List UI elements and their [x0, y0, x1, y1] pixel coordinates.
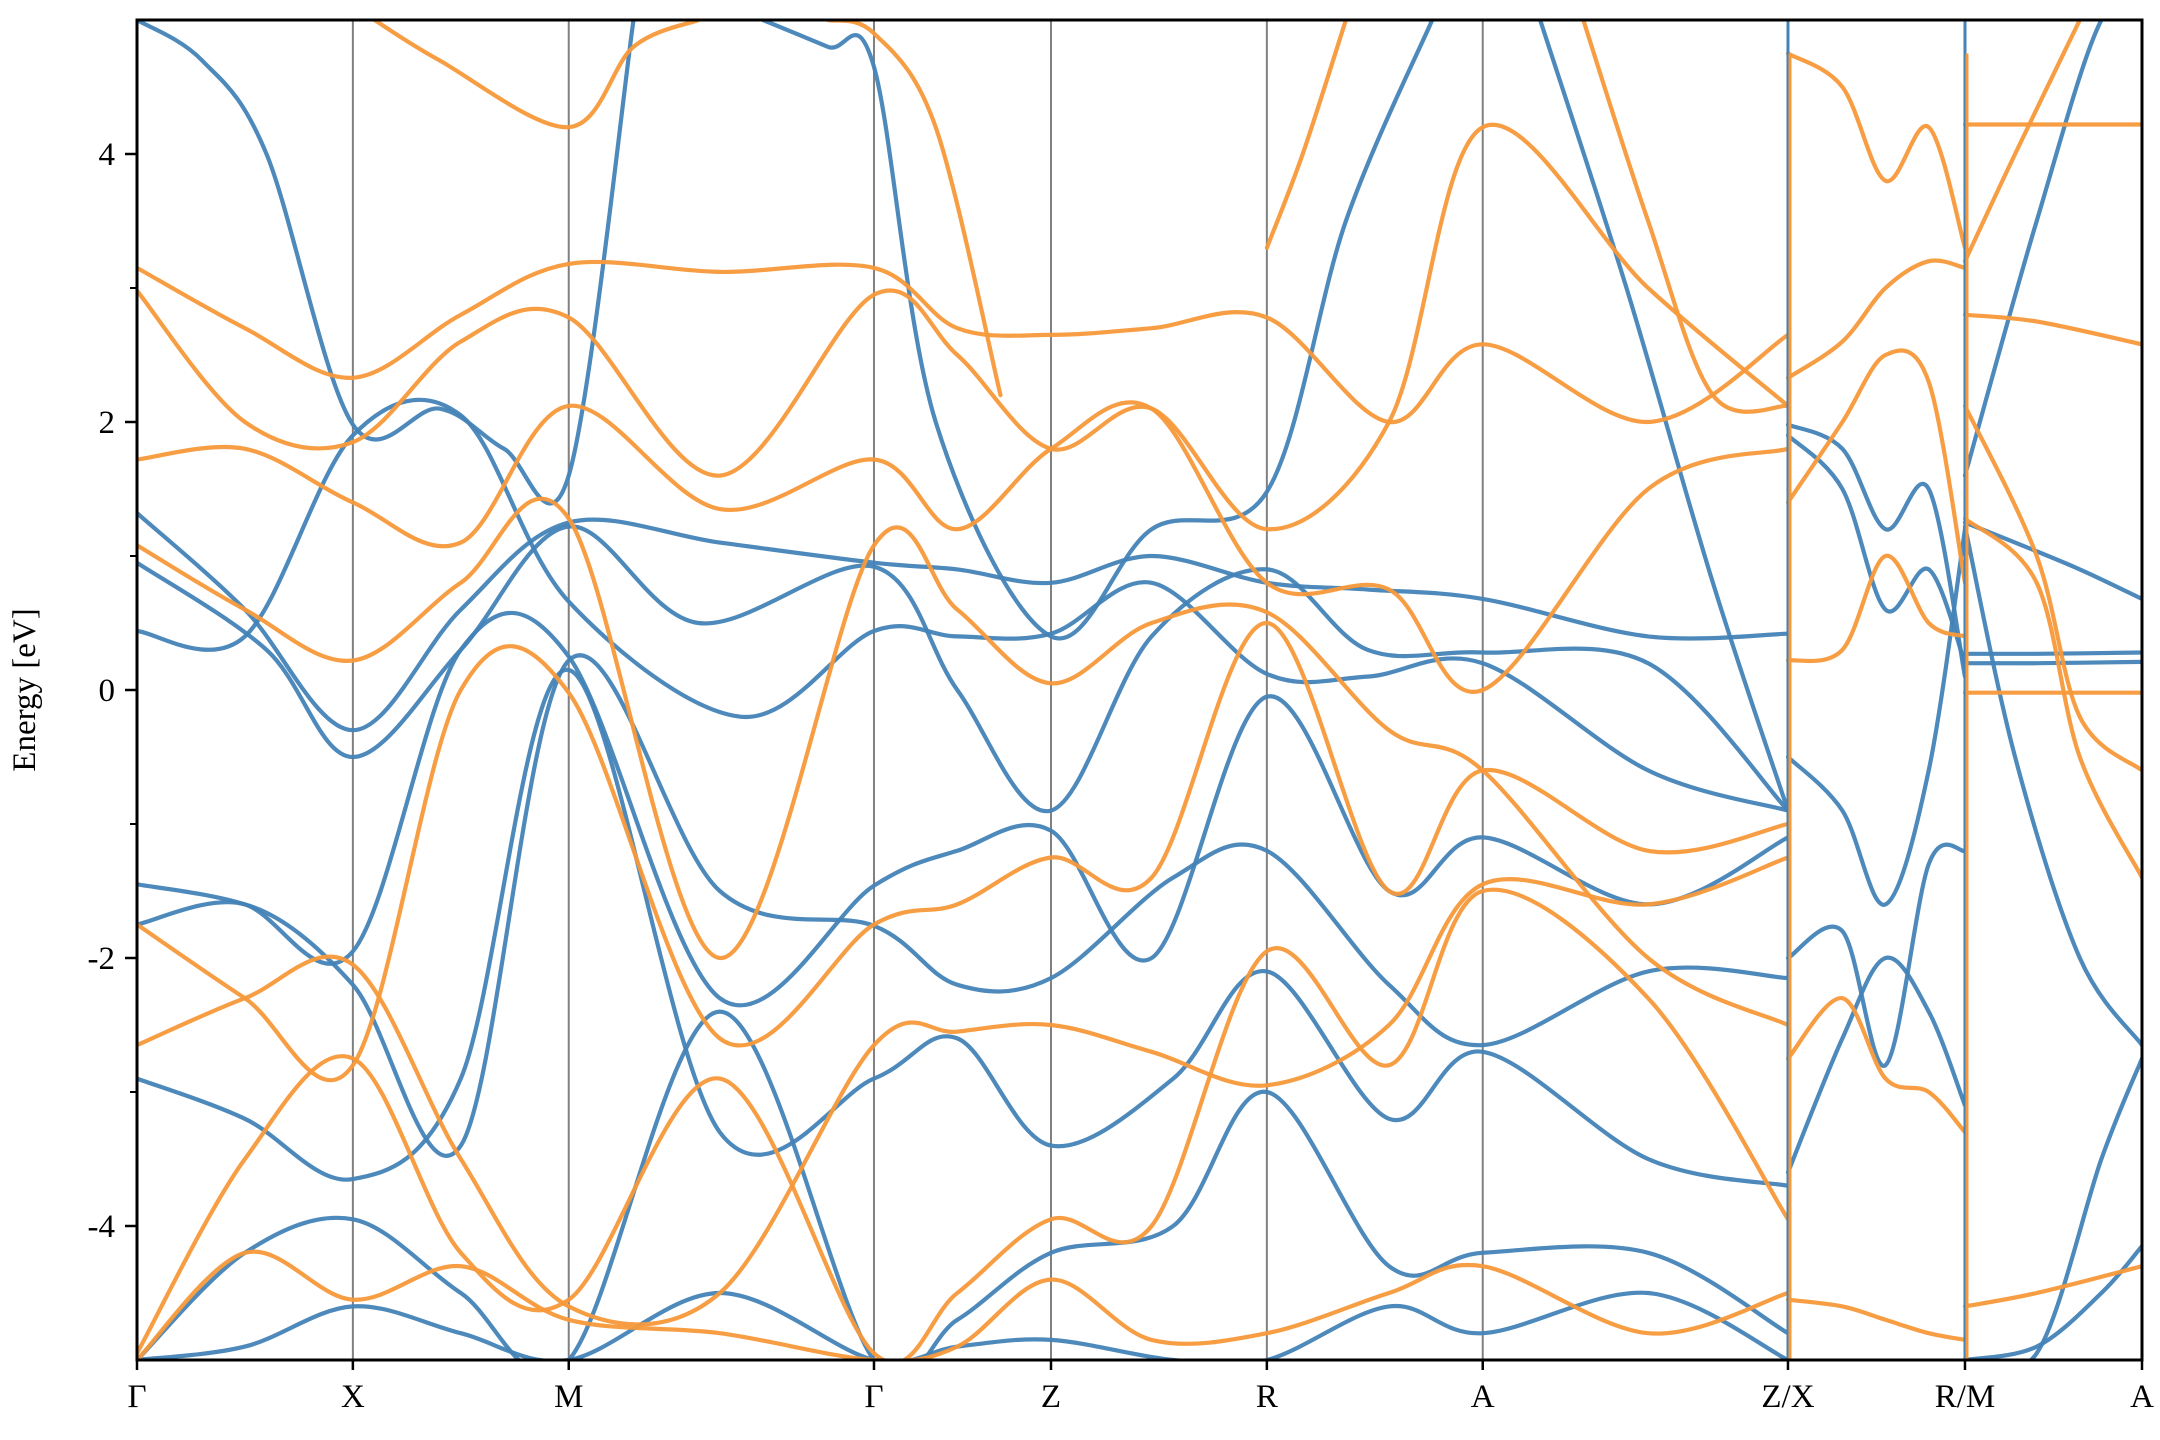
band-line: [1785, 348, 1968, 585]
band-line: [137, 20, 636, 506]
bands: [137, 20, 2142, 1360]
band-line: [1962, 516, 2142, 880]
band-line: [137, 653, 1791, 1158]
y-tick-label: -2: [88, 941, 116, 977]
x-tick-label: Z/X: [1761, 1379, 1814, 1415]
band-line: [1785, 433, 1968, 666]
path-breaks: [1786, 20, 1969, 1360]
band-line: [1962, 20, 2142, 478]
band-line: [137, 259, 1791, 425]
band-line: [1785, 422, 1968, 679]
band-line: [1785, 553, 1968, 664]
band-line: [1785, 258, 1968, 380]
band-line: [137, 667, 1791, 1188]
band-line: [1962, 403, 2142, 773]
y-tick-label: 2: [99, 405, 116, 441]
band-line: [137, 620, 1791, 1083]
band-line: [1785, 842, 1968, 1068]
band-line: [137, 855, 1791, 1327]
band-line: [1962, 1264, 2142, 1309]
y-tick-label: -4: [88, 1209, 116, 1245]
band-line: [137, 397, 1791, 813]
band-line: [137, 496, 1791, 1028]
high-symmetry-lines: [351, 20, 1966, 1360]
band-line: [137, 1009, 1791, 1360]
band-line: [1785, 51, 1968, 250]
band-line: [1581, 20, 1791, 414]
band-line: [137, 122, 1791, 532]
x-tick-label: R: [1256, 1379, 1278, 1415]
x-axis: Γ X M Γ Z R A Z/X R/M A: [127, 1360, 2154, 1415]
y-axis: 4 2 0 -2 -4: [88, 137, 137, 1245]
x-tick-label: Γ: [127, 1379, 146, 1415]
x-tick-label: Γ: [864, 1379, 883, 1415]
x-tick-label: M: [554, 1379, 583, 1415]
x-tick-label: R/M: [1935, 1379, 1996, 1415]
band-line: [137, 887, 1791, 1360]
y-axis-label: Energy [eV]: [7, 608, 43, 771]
band-line: [1962, 650, 2142, 656]
band-line: [137, 610, 1791, 1008]
x-tick-label: X: [341, 1379, 365, 1415]
y-tick-label: 4: [99, 137, 116, 173]
x-tick-label: A: [2130, 1379, 2154, 1415]
band-line: [825, 20, 1003, 398]
x-tick-label: Z: [1041, 1379, 1061, 1415]
band-line: [1785, 1297, 1968, 1342]
band-line: [137, 1249, 1791, 1360]
band-line: [1962, 312, 2142, 347]
x-tick-label: A: [1471, 1379, 1495, 1415]
band-line: [1538, 20, 1791, 813]
plot-frame: [135, 18, 2144, 1362]
band-line: [137, 1290, 1791, 1360]
band-line: [1962, 524, 2142, 1048]
band-line: [1962, 659, 2142, 666]
band-line: [1962, 1056, 2142, 1360]
band-line: [1264, 20, 1348, 250]
band-line: [1785, 996, 1968, 1135]
band-line: [1785, 955, 1968, 1175]
y-tick-label: 0: [99, 673, 116, 709]
band-line: [1962, 20, 2082, 264]
band-line: [760, 20, 1435, 641]
band-line: [372, 20, 701, 130]
band-line: [1785, 527, 1968, 907]
band-line: [137, 400, 1791, 694]
band-line: [137, 524, 1791, 814]
band-line: [137, 511, 1791, 733]
